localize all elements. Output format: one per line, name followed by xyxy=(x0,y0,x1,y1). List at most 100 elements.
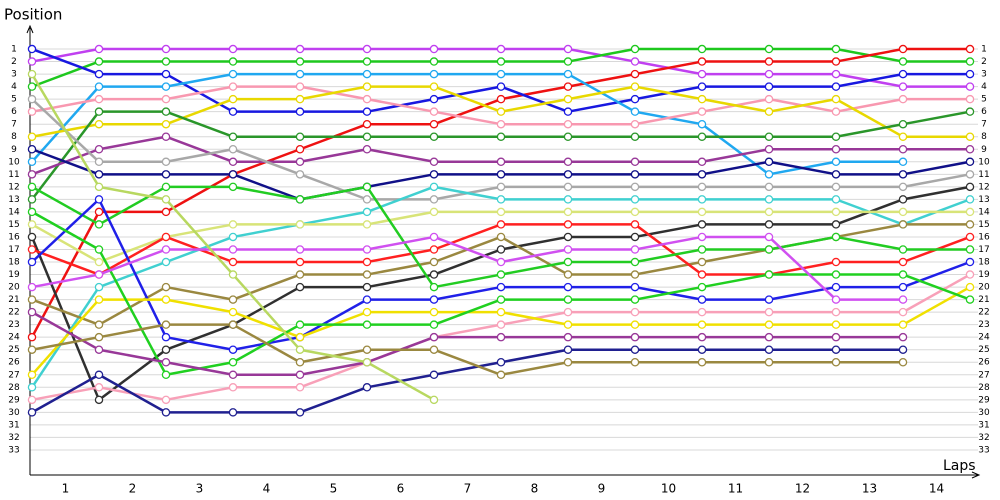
series-marker xyxy=(697,182,707,192)
series-marker xyxy=(228,44,238,54)
series-marker xyxy=(965,182,975,192)
series-marker xyxy=(362,145,372,154)
y-tick-label-right: 2 xyxy=(981,57,987,67)
series-marker xyxy=(27,69,37,79)
series-marker xyxy=(898,257,908,267)
series-marker xyxy=(161,57,171,66)
series-marker xyxy=(27,232,37,242)
series-marker xyxy=(362,44,372,54)
series-marker xyxy=(898,270,908,279)
series-marker xyxy=(27,195,37,204)
series-marker xyxy=(295,270,305,279)
series-marker xyxy=(27,345,37,354)
series-marker xyxy=(27,383,37,392)
series-marker xyxy=(228,295,238,304)
series-marker xyxy=(27,370,37,380)
y-tick-label-right: 13 xyxy=(978,195,989,205)
series-marker xyxy=(630,157,640,167)
y-tick-label-right: 28 xyxy=(978,383,990,393)
y-tick-label-right: 3 xyxy=(981,70,987,80)
series-marker xyxy=(965,195,975,204)
series-marker xyxy=(563,195,573,204)
series-marker xyxy=(27,182,37,192)
series-marker xyxy=(831,332,841,342)
series-marker xyxy=(228,232,238,242)
series-marker xyxy=(496,245,506,254)
series-marker xyxy=(965,82,975,91)
series-marker xyxy=(898,132,908,141)
series-marker xyxy=(161,357,171,367)
y-tick-label: 27 xyxy=(8,370,19,380)
series-marker xyxy=(563,345,573,354)
series-marker xyxy=(228,94,238,104)
y-tick-label: 2 xyxy=(11,57,17,67)
series-marker xyxy=(697,332,707,342)
series-marker xyxy=(362,195,372,204)
series-marker xyxy=(630,69,640,79)
series-marker xyxy=(228,157,238,167)
series-marker xyxy=(831,270,841,279)
series-marker xyxy=(161,395,171,405)
series-marker xyxy=(630,345,640,354)
series-marker xyxy=(27,132,37,141)
series-marker xyxy=(94,220,104,229)
series-marker xyxy=(898,157,908,167)
series-marker xyxy=(94,145,104,154)
series-marker xyxy=(429,332,439,342)
series-marker xyxy=(898,345,908,354)
series-marker xyxy=(228,320,238,329)
series-marker xyxy=(27,295,37,304)
series-marker xyxy=(697,44,707,54)
series-marker xyxy=(161,257,171,267)
y-tick-label: 3 xyxy=(11,70,17,80)
y-tick-label-right: 20 xyxy=(978,283,990,293)
series-marker xyxy=(27,220,37,229)
series-marker xyxy=(965,207,975,217)
series-marker xyxy=(563,245,573,254)
series-marker xyxy=(496,270,506,279)
series-marker xyxy=(228,170,238,179)
series-marker xyxy=(496,357,506,367)
series-marker xyxy=(362,307,372,317)
series-marker xyxy=(362,82,372,91)
x-axis-arrow xyxy=(971,471,981,479)
series-marker xyxy=(965,295,975,304)
series-marker xyxy=(563,94,573,104)
series-marker xyxy=(295,370,305,380)
series-marker xyxy=(764,220,774,229)
series-marker xyxy=(630,257,640,267)
series-marker xyxy=(764,295,774,304)
series-marker xyxy=(362,132,372,141)
series-marker xyxy=(764,132,774,141)
series-marker xyxy=(496,220,506,229)
series-marker xyxy=(563,232,573,242)
y-tick-label-right: 4 xyxy=(981,82,987,92)
series-marker xyxy=(630,220,640,229)
series-marker xyxy=(362,345,372,354)
series-marker xyxy=(764,357,774,367)
series-marker xyxy=(697,320,707,329)
series-marker xyxy=(362,357,372,367)
series-marker xyxy=(496,332,506,342)
series-marker xyxy=(764,245,774,254)
y-tick-label-right: 7 xyxy=(981,120,987,130)
series-marker xyxy=(563,44,573,54)
series-marker xyxy=(965,220,975,229)
series-marker xyxy=(161,107,171,116)
y-tick-label-right: 30 xyxy=(978,408,990,418)
series-marker xyxy=(697,307,707,317)
series-marker xyxy=(161,232,171,242)
series-marker xyxy=(898,320,908,329)
series-marker xyxy=(563,119,573,129)
y-tick-label-right: 14 xyxy=(978,207,990,217)
series-marker xyxy=(563,357,573,367)
series-marker xyxy=(831,132,841,141)
x-tick-label: 10 xyxy=(661,482,676,496)
series-marker xyxy=(630,195,640,204)
y-tick-label: 11 xyxy=(8,170,19,180)
series-marker xyxy=(429,82,439,91)
series-marker xyxy=(362,182,372,192)
series-marker xyxy=(898,94,908,104)
series-marker xyxy=(630,170,640,179)
